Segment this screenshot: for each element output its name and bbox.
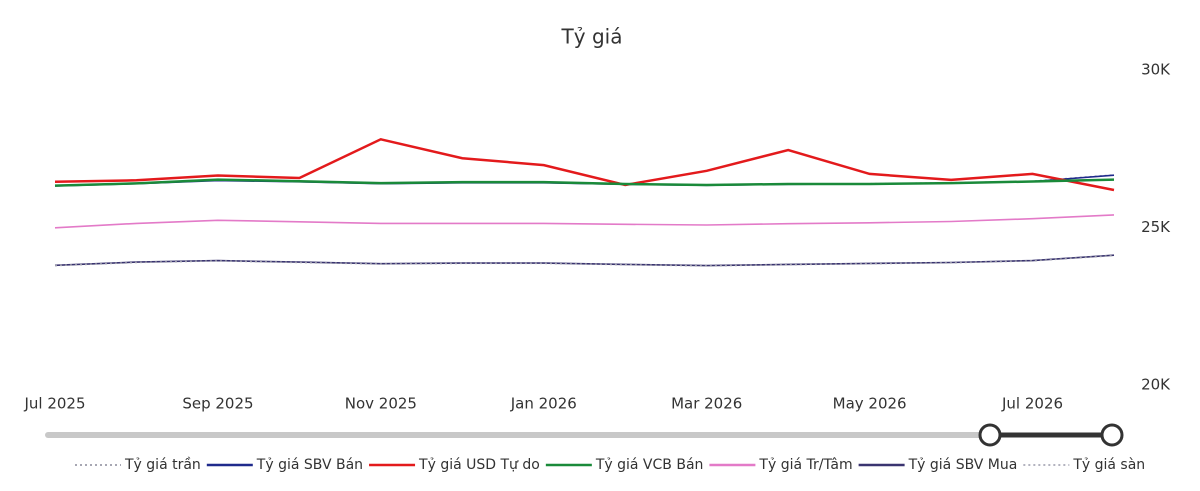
legend-label: Tỷ giá VCB Bán bbox=[595, 457, 704, 473]
x-tick-label: Jul 2025 bbox=[23, 395, 85, 413]
legend-label: Tỷ giá trần bbox=[124, 457, 201, 473]
legend: Tỷ giá trần Tỷ giá SBV Bán Tỷ giá USD Tự d… bbox=[75, 457, 1145, 473]
legend-label: Tỷ giá sàn bbox=[1072, 457, 1145, 473]
series-line bbox=[54, 214, 1115, 229]
y-tick-label: 30K bbox=[1141, 61, 1171, 79]
series-line bbox=[54, 254, 1115, 267]
x-tick-label: May 2026 bbox=[833, 395, 907, 413]
legend-label: Tỷ giá Tr/Tâm bbox=[758, 457, 852, 473]
legend-label: Tỷ giá USD Tự do bbox=[418, 457, 540, 473]
x-tick-label: Sep 2025 bbox=[182, 395, 253, 413]
x-tick-label: Mar 2026 bbox=[671, 395, 742, 413]
legend-item[interactable]: Tỷ giá VCB Bán bbox=[545, 457, 704, 473]
x-tick-label: Jul 2026 bbox=[1001, 395, 1063, 413]
slider-handle[interactable] bbox=[1100, 423, 1124, 447]
series-line bbox=[54, 254, 1115, 267]
chart-title: Tỷ giá bbox=[561, 25, 623, 49]
legend-item[interactable]: Tỷ giá SBV Bán bbox=[206, 457, 363, 473]
y-tick-label: 25K bbox=[1141, 218, 1171, 236]
legend-label: Tỷ giá SBV Mua bbox=[908, 457, 1018, 473]
legend-item[interactable]: Tỷ giá sàn bbox=[1023, 457, 1145, 473]
legend-item[interactable]: Tỷ giá SBV Mua bbox=[858, 457, 1018, 473]
series-line bbox=[54, 178, 1115, 187]
x-tick-label: Jan 2026 bbox=[510, 395, 577, 413]
series-line bbox=[54, 137, 1115, 192]
slider-handle[interactable] bbox=[978, 423, 1002, 447]
y-tick-label: 20K bbox=[1141, 376, 1171, 394]
legend-label: Tỷ giá SBV Bán bbox=[256, 457, 363, 473]
legend-item[interactable]: Tỷ giá USD Tự do bbox=[369, 457, 540, 473]
legend-item[interactable]: Tỷ giá trần bbox=[75, 457, 201, 473]
legend-item[interactable]: Tỷ giá Tr/Tâm bbox=[709, 457, 853, 473]
x-tick-label: Nov 2025 bbox=[345, 395, 417, 413]
